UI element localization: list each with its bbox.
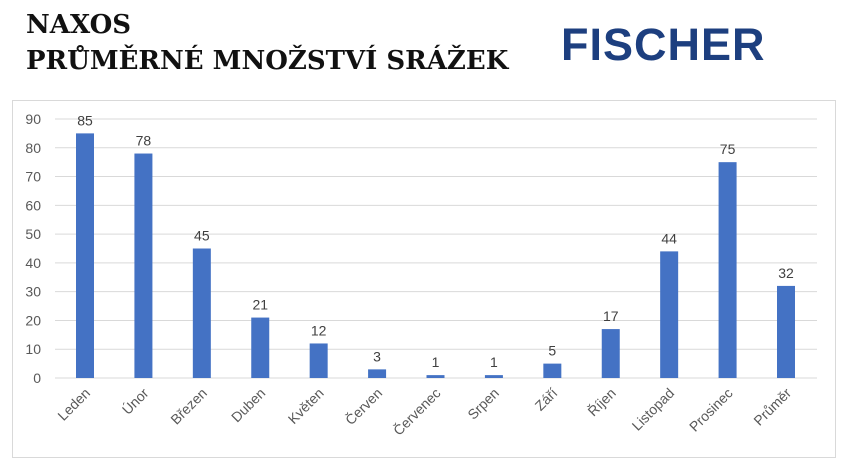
y-tick-label: 50	[25, 226, 41, 242]
y-tick-label: 90	[25, 111, 41, 127]
bars	[76, 133, 795, 378]
y-tick-label: 20	[25, 312, 41, 328]
y-tick-label: 30	[25, 284, 41, 300]
bar	[660, 251, 679, 378]
y-tick-label: 80	[25, 140, 41, 156]
x-category-label: Květen	[285, 385, 327, 427]
x-category-label: Září	[532, 385, 561, 414]
bar	[309, 343, 328, 378]
data-label: 78	[136, 133, 152, 149]
y-tick-label: 70	[25, 169, 41, 185]
bar	[134, 153, 153, 378]
data-labels: 85 78 45 21 12 3 1 1 5 17 44 75 32	[77, 112, 794, 370]
y-tick-label: 40	[25, 255, 41, 271]
bar	[426, 375, 445, 378]
bar	[601, 329, 620, 378]
data-label: 75	[720, 141, 736, 157]
bar	[484, 375, 503, 378]
x-category-label: Prosinec	[686, 385, 736, 435]
bar	[543, 363, 562, 378]
x-category-label: Červen	[342, 385, 385, 428]
x-axis-categories: Leden Únor Březen Duben Květen Červen Červenec…	[54, 385, 794, 439]
x-category-label: Duben	[228, 385, 268, 425]
x-category-label: Leden	[54, 385, 93, 424]
gridlines	[55, 118, 817, 379]
bar	[251, 317, 270, 378]
x-category-label: Březen	[167, 385, 210, 428]
y-axis-ticks: 0 10 20 30 40 50 60 70 80 90	[25, 111, 41, 386]
bar	[777, 285, 795, 378]
data-label: 1	[432, 354, 440, 370]
data-label: 3	[373, 348, 381, 364]
data-label: 45	[194, 228, 210, 244]
page-title-chart: PRŮMĚRNÉ MNOŽSTVÍ SRÁŽEK	[26, 46, 509, 76]
page-title-location: NAXOS	[26, 10, 132, 40]
bar	[718, 162, 737, 378]
data-label: 85	[77, 112, 93, 128]
x-category-label: Červenec	[390, 385, 444, 439]
y-tick-label: 0	[33, 370, 41, 386]
bar	[368, 369, 387, 378]
data-label: 21	[252, 297, 268, 313]
x-category-label: Průměr	[750, 385, 794, 429]
y-tick-label: 60	[25, 197, 41, 213]
data-label: 32	[778, 265, 794, 281]
data-label: 1	[490, 354, 498, 370]
x-category-label: Srpen	[464, 385, 502, 423]
data-label: 17	[603, 308, 619, 324]
x-category-label: Říjen	[584, 385, 618, 419]
bar	[192, 248, 211, 378]
x-category-label: Listopad	[629, 385, 678, 434]
data-label: 12	[311, 322, 327, 338]
y-tick-label: 10	[25, 341, 41, 357]
bar	[76, 133, 94, 378]
data-label: 5	[548, 343, 556, 359]
fischer-logo: FISCHER	[561, 19, 766, 70]
data-label: 44	[661, 230, 677, 246]
x-category-label: Únor	[119, 385, 152, 418]
